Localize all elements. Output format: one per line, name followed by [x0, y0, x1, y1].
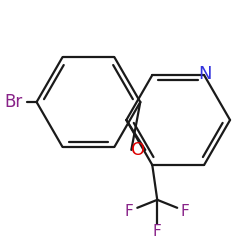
Text: F: F [181, 204, 190, 219]
Text: N: N [198, 65, 212, 83]
Text: O: O [131, 141, 145, 159]
Text: Br: Br [4, 93, 22, 111]
Text: F: F [153, 224, 162, 239]
Text: F: F [125, 204, 134, 219]
